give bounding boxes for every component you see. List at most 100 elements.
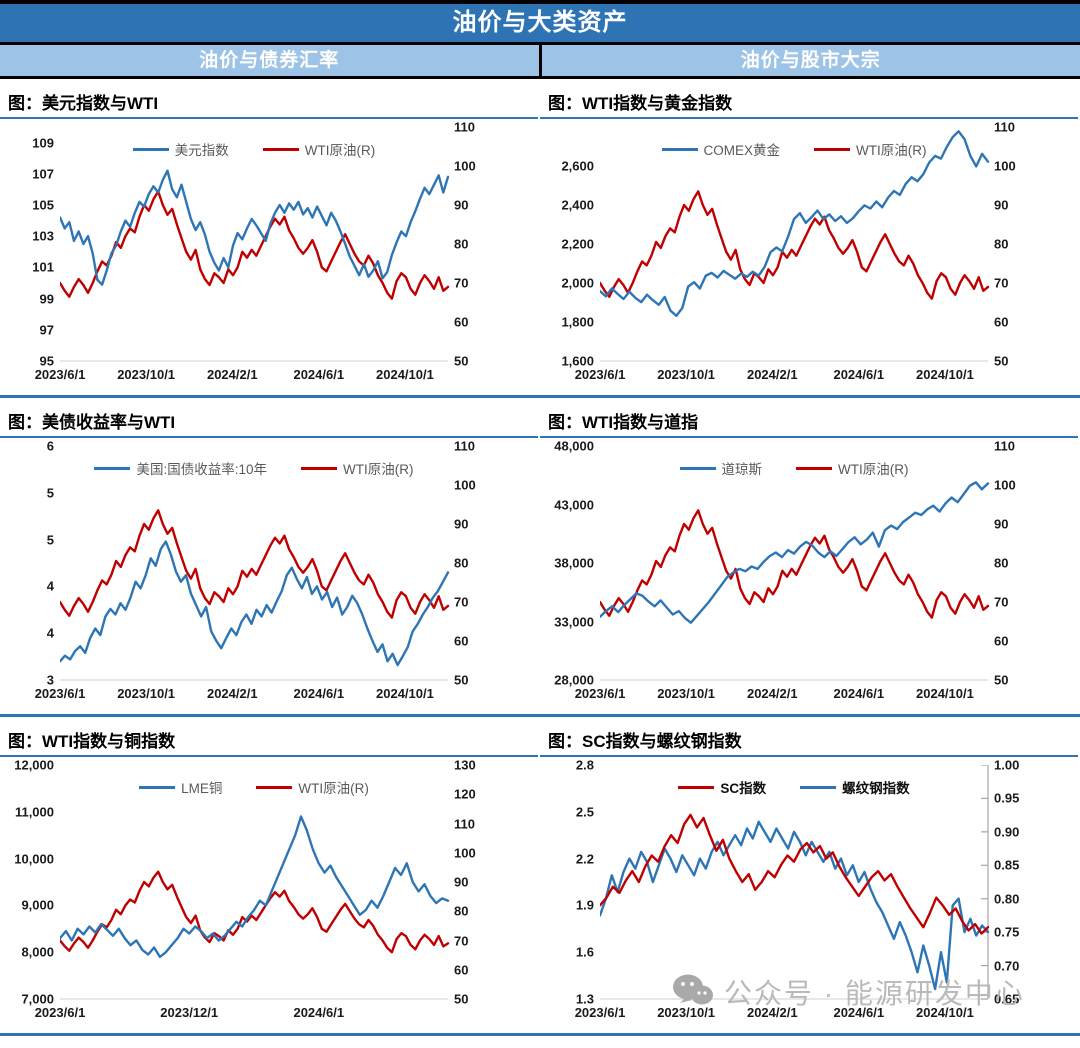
axis-tick-x: 2024/2/1 bbox=[206, 686, 258, 701]
axis-tick-left: 1.6 bbox=[575, 944, 594, 960]
axis-tick-right: 90 bbox=[454, 197, 469, 213]
axis-tick-x: 2024/10/1 bbox=[376, 367, 434, 382]
axis-tick-x: 2023/10/1 bbox=[117, 686, 176, 701]
chart-title: 图：WTI指数与黄金指数 bbox=[540, 87, 1078, 119]
chart-gold-wti: 图：WTI指数与黄金指数 COMEX黄金 WTI原油(R) 2,600 2,400 2,… bbox=[540, 79, 1080, 398]
axis-tick-x: 2024/2/1 bbox=[206, 367, 258, 382]
axis-tick-left: 1,800 bbox=[561, 314, 594, 330]
axis-tick-x: 2023/6/1 bbox=[574, 367, 626, 382]
series-line bbox=[600, 509, 990, 619]
axis-tick-left: 43,000 bbox=[554, 497, 594, 512]
axis-tick-left: 3 bbox=[46, 672, 54, 688]
axis-tick-x: 2024/10/1 bbox=[376, 686, 434, 701]
axis-tick-x: 2023/6/1 bbox=[574, 686, 626, 701]
axis-tick-right: 70 bbox=[994, 594, 1009, 610]
legend-line-swatch bbox=[94, 466, 131, 470]
axis-tick-right: 80 bbox=[994, 555, 1009, 571]
chart-legend: LME铜 WTI原油(R) bbox=[60, 777, 448, 797]
axis-tick-x: 2023/6/1 bbox=[34, 367, 86, 382]
axis-tick-right: 130 bbox=[454, 757, 476, 773]
axis-tick-left: 99 bbox=[39, 291, 54, 307]
legend-line-swatch bbox=[661, 147, 698, 151]
legend-item: 道琼斯 bbox=[679, 458, 763, 478]
legend-item: COMEX黄金 bbox=[661, 139, 781, 159]
legend-item: LME铜 bbox=[139, 777, 222, 797]
chart-usd-wti: 图：美元指数与WTI 美元指数 WTI原油(R) 109 107 105 103 101 99… bbox=[0, 79, 540, 398]
chart-ust10y-wti: 图：美债收益率与WTI 美国:国债收益率:10年 WTI原油(R) 6 5 5 4 4 3 11… bbox=[0, 398, 540, 717]
axis-tick-right: 90 bbox=[454, 874, 469, 890]
legend-line-swatch bbox=[814, 147, 851, 151]
legend-label: COMEX黄金 bbox=[703, 143, 781, 158]
page-title: 油价与大类资产 bbox=[0, 4, 1080, 45]
series-line bbox=[600, 481, 990, 624]
legend-item: WTI原油(R) bbox=[262, 139, 375, 159]
chart-grid: 图：美元指数与WTI 美元指数 WTI原油(R) 109 107 105 103 101 99… bbox=[0, 79, 1080, 1036]
plot-area bbox=[600, 481, 990, 681]
axis-tick-x: 2024/10/1 bbox=[916, 1005, 974, 1020]
axis-tick-right: 60 bbox=[454, 314, 469, 330]
legend-line-swatch bbox=[800, 785, 837, 789]
axis-tick-right: 60 bbox=[454, 633, 469, 649]
axis-tick-right: 100 bbox=[454, 477, 476, 493]
axis-tick-left: 107 bbox=[32, 166, 54, 182]
chart-canvas: 道琼斯 WTI原油(R) 48,000 43,000 38,000 33,000 28,00… bbox=[540, 439, 1080, 712]
legend-item: 螺纹钢指数 bbox=[800, 777, 910, 797]
plot-area bbox=[60, 169, 450, 362]
axis-tick-left: 2.5 bbox=[575, 804, 594, 820]
legend-line-swatch bbox=[796, 466, 832, 470]
legend-label: 美国:国债收益率:10年 bbox=[136, 462, 268, 477]
legend-label: WTI原油(R) bbox=[856, 143, 927, 158]
axis-tick-right: 70 bbox=[454, 275, 469, 291]
chart-copper-wti: 图：WTI指数与铜指数 LME铜 WTI原油(R) 12,000 11,000 10,0… bbox=[0, 717, 540, 1036]
axis-tick-right: 80 bbox=[454, 903, 469, 919]
axis-tick-right: 60 bbox=[994, 633, 1009, 649]
axis-tick-x: 2024/6/1 bbox=[293, 367, 345, 382]
axis-tick-left: 103 bbox=[32, 228, 54, 244]
axis-tick-right: 60 bbox=[454, 962, 469, 978]
legend-label: 道琼斯 bbox=[721, 462, 763, 477]
axis-tick-right: 110 bbox=[454, 438, 475, 454]
plot-area bbox=[60, 815, 450, 1000]
legend-item: WTI原油(R) bbox=[796, 458, 908, 478]
legend-line-swatch bbox=[262, 147, 299, 151]
axis-tick-right: 50 bbox=[994, 672, 1009, 688]
axis-tick-x: 2024/10/1 bbox=[916, 367, 974, 382]
axis-tick-left: 1.9 bbox=[575, 897, 594, 913]
axis-tick-x: 2023/12/1 bbox=[160, 1005, 219, 1020]
axis-tick-x: 2024/2/1 bbox=[746, 686, 798, 701]
axis-tick-right: 90 bbox=[994, 197, 1009, 213]
axis-tick-left: 1.3 bbox=[575, 991, 594, 1007]
axis-tick-left: 5 bbox=[46, 485, 54, 501]
chart-canvas: COMEX黄金 WTI原油(R) 2,600 2,400 2,200 2,000 1,800… bbox=[540, 120, 1080, 393]
axis-tick-right: 70 bbox=[994, 275, 1009, 291]
axis-tick-left: 5 bbox=[46, 532, 54, 548]
axis-tick-right: 90 bbox=[454, 516, 469, 532]
series-line bbox=[60, 815, 450, 959]
axis-tick-right: 80 bbox=[454, 555, 469, 571]
chart-dow-wti: 图：WTI指数与道指 道琼斯 WTI原油(R) 48,000 43,000 38,000… bbox=[540, 398, 1080, 717]
chart-title: 图：WTI指数与道指 bbox=[540, 406, 1078, 438]
axis-tick-right: 110 bbox=[454, 119, 475, 135]
axis-tick-right: 50 bbox=[454, 353, 469, 369]
axis-tick-right: 100 bbox=[994, 477, 1016, 493]
axis-tick-left: 38,000 bbox=[554, 555, 594, 571]
axis-tick-left: 95 bbox=[39, 353, 54, 369]
axis-tick-right: 50 bbox=[994, 353, 1009, 369]
legend-line-swatch bbox=[139, 785, 176, 789]
axis-tick-right: 70 bbox=[454, 933, 469, 948]
legend-line-swatch bbox=[132, 147, 169, 151]
series-line bbox=[60, 509, 450, 619]
legend-item: WTI原油(R) bbox=[814, 139, 927, 159]
series-line bbox=[60, 190, 450, 300]
axis-tick-left: 9,000 bbox=[21, 897, 54, 913]
axis-tick-x: 2024/6/1 bbox=[833, 367, 885, 382]
axis-tick-left: 7,000 bbox=[21, 991, 54, 1007]
axis-tick-right: 0.70 bbox=[994, 958, 1020, 974]
axis-tick-x: 2024/6/1 bbox=[293, 686, 345, 701]
legend-line-swatch bbox=[256, 785, 293, 789]
axis-tick-left: 105 bbox=[32, 197, 54, 213]
axis-tick-right: 100 bbox=[454, 845, 476, 861]
axis-tick-left: 28,000 bbox=[554, 672, 594, 688]
axis-tick-left: 2,200 bbox=[561, 236, 594, 252]
chart-title: 图：美元指数与WTI bbox=[0, 87, 538, 119]
